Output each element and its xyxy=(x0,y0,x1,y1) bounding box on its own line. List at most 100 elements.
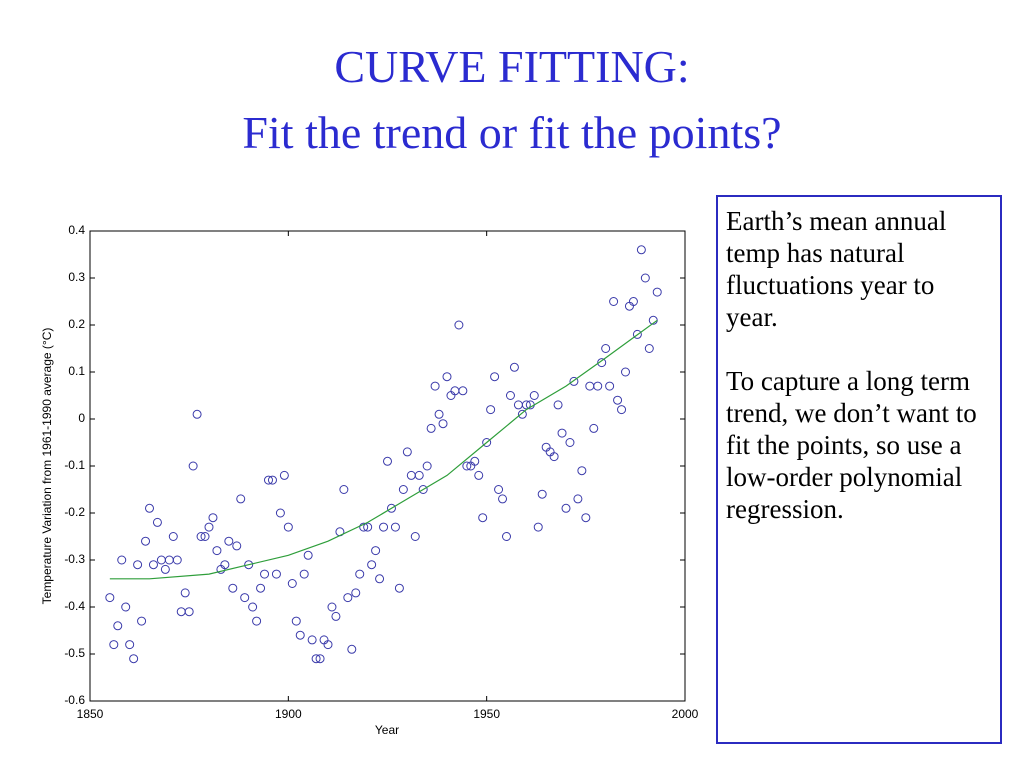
y-tick-label: 0.1 xyxy=(68,364,85,378)
y-axis-label: Temperature Variation from 1961-1990 ave… xyxy=(40,328,54,605)
x-tick-label: 1950 xyxy=(473,707,500,721)
data-point xyxy=(486,405,496,415)
data-point xyxy=(228,583,238,593)
data-point xyxy=(367,560,377,570)
data-point xyxy=(283,522,293,532)
data-point xyxy=(240,593,250,603)
data-point xyxy=(521,400,531,410)
data-point xyxy=(470,456,480,466)
data-point xyxy=(402,447,412,457)
data-point xyxy=(267,475,277,485)
data-point xyxy=(458,386,468,396)
data-point xyxy=(224,536,234,546)
data-point xyxy=(299,569,309,579)
data-point xyxy=(212,546,222,556)
data-point xyxy=(180,588,190,598)
data-point xyxy=(164,555,174,565)
slide-subtitle: Fit the trend or fit the points? xyxy=(242,107,782,158)
data-point xyxy=(426,423,436,433)
data-point xyxy=(176,607,186,617)
data-point xyxy=(605,381,615,391)
data-point xyxy=(406,470,416,480)
x-axis-label: Year xyxy=(375,723,399,737)
y-tick-label: 0.2 xyxy=(68,317,85,331)
data-point xyxy=(394,583,404,593)
data-point xyxy=(133,560,143,570)
data-point xyxy=(430,381,440,391)
data-point xyxy=(569,376,579,386)
data-point xyxy=(517,409,527,419)
data-point xyxy=(172,555,182,565)
data-point xyxy=(628,297,638,306)
data-point xyxy=(585,381,595,391)
data-point xyxy=(196,532,206,541)
data-point xyxy=(498,494,508,504)
data-point xyxy=(537,489,547,499)
data-point xyxy=(398,485,408,494)
data-point xyxy=(386,503,396,513)
data-point xyxy=(644,344,654,353)
data-point xyxy=(533,522,543,532)
data-point xyxy=(442,372,452,382)
data-point xyxy=(303,550,313,560)
data-point xyxy=(454,320,464,330)
data-point xyxy=(307,635,317,645)
data-point xyxy=(482,438,492,447)
data-point xyxy=(581,513,591,523)
data-point xyxy=(577,466,587,476)
data-point xyxy=(125,640,135,650)
data-point xyxy=(418,485,428,494)
data-point xyxy=(260,569,270,579)
data-point xyxy=(621,367,630,377)
data-point xyxy=(295,630,305,640)
y-tick-label: 0 xyxy=(78,411,85,425)
data-point xyxy=(323,640,333,650)
data-point xyxy=(184,607,194,617)
data-point xyxy=(264,475,273,485)
data-point xyxy=(597,358,607,368)
y-tick-label: -0.4 xyxy=(64,599,85,613)
data-point xyxy=(287,579,297,588)
data-point xyxy=(339,485,349,494)
data-point xyxy=(601,344,611,353)
data-point xyxy=(589,423,599,433)
data-point xyxy=(248,602,258,612)
data-point xyxy=(494,485,504,494)
data-point xyxy=(390,522,400,532)
data-point xyxy=(549,452,559,462)
data-point xyxy=(434,409,444,419)
chart: Year Temperature Variation from 1961-199… xyxy=(40,223,698,737)
data-point xyxy=(609,297,619,306)
data-point xyxy=(557,428,567,438)
x-tick-label: 1850 xyxy=(77,707,104,721)
data-point xyxy=(271,569,281,579)
data-point xyxy=(375,574,385,584)
data-point xyxy=(553,400,563,410)
data-point xyxy=(351,588,361,598)
data-point xyxy=(640,273,650,283)
data-point xyxy=(613,395,623,405)
text-box: Earth’s mean annual temp has natural flu… xyxy=(716,195,1002,744)
data-point xyxy=(648,315,658,325)
y-tick-label: -0.6 xyxy=(64,693,85,707)
y-tick-label: 0.3 xyxy=(68,270,85,284)
data-point xyxy=(347,644,357,654)
data-point xyxy=(414,470,424,480)
data-point xyxy=(652,287,662,297)
data-point xyxy=(474,470,484,480)
data-point xyxy=(311,654,321,664)
data-point xyxy=(561,503,571,513)
data-point xyxy=(148,560,158,570)
data-point xyxy=(109,640,119,650)
data-point xyxy=(315,654,325,664)
data-point xyxy=(632,329,642,339)
data-point xyxy=(279,470,289,480)
data-point xyxy=(141,536,151,546)
data-point xyxy=(188,461,198,471)
data-point xyxy=(462,461,472,471)
data-point xyxy=(505,391,515,400)
data-point xyxy=(232,541,242,551)
y-tick-label: -0.2 xyxy=(64,505,85,519)
data-point xyxy=(244,560,254,570)
